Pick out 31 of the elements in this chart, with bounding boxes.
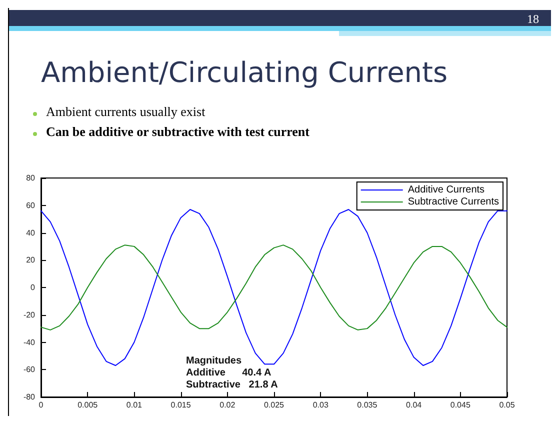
y-tick-label: 60	[26, 200, 36, 210]
legend-label: Additive Currents	[408, 184, 485, 196]
y-tick-label: -80	[23, 392, 36, 402]
annotation: Additive 40.4 A	[186, 368, 272, 378]
chart-title: Ambient/Circulating Currents	[41, 56, 448, 89]
x-tick-label: 0.02	[220, 400, 236, 410]
x-tick-label: 0.04	[406, 400, 422, 410]
line-series	[40, 208, 508, 366]
y-tick-label: 80	[26, 174, 36, 182]
x-tick-label: 0.03	[312, 400, 329, 410]
y-tick-label: 20	[26, 256, 36, 265]
x-tick-label: 0	[38, 400, 44, 410]
line-series	[40, 244, 508, 330]
annotation: Magnitudes	[186, 356, 242, 366]
y-tick-label: 0	[30, 283, 36, 292]
x-tick-label: 0.005	[78, 400, 98, 410]
y-tick-label: 40	[26, 228, 36, 238]
legend-label: Subtractive Currents	[408, 196, 500, 208]
x-tick-label: 0.05	[499, 400, 516, 410]
x-tick-label: 0.025	[264, 400, 285, 410]
annotation: Subtractive 21.8 A	[186, 380, 278, 390]
text: Can be additive or subtractive with test current	[46, 124, 310, 140]
x-tick-label: 0.01	[126, 400, 143, 410]
text: Ambient currents usually exist	[46, 104, 206, 120]
y-tick-label: -60	[23, 365, 36, 374]
text: 18	[527, 12, 539, 27]
x-tick-label: 0.015	[170, 400, 192, 410]
y-tick-label: -20	[23, 310, 36, 320]
y-tick-label: -40	[23, 338, 36, 347]
x-tick-label: 0.045	[450, 400, 471, 410]
x-tick-label: 0.035	[357, 400, 378, 410]
